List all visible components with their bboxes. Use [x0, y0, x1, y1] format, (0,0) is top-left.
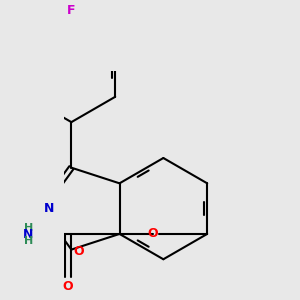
- Text: O: O: [148, 227, 158, 240]
- Text: F: F: [67, 4, 76, 17]
- Text: N: N: [23, 228, 34, 241]
- Text: N: N: [44, 202, 54, 215]
- Text: O: O: [73, 245, 84, 258]
- Text: O: O: [63, 280, 73, 293]
- Text: H: H: [24, 224, 33, 233]
- Text: H: H: [24, 236, 33, 246]
